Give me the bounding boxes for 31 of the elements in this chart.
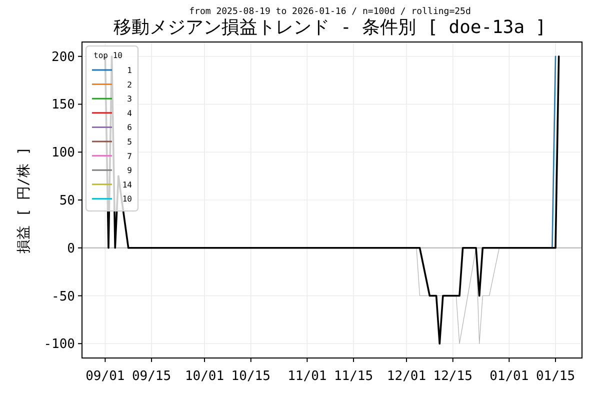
x-tick-label: 09/15 [132,369,172,384]
legend-label: 7 [127,152,132,161]
y-tick-label: -100 [44,337,75,352]
legend-label: 1 [127,66,132,75]
legend-label: 5 [127,138,132,146]
x-tick-label: 11/01 [288,369,327,384]
chart-subtitle: from 2025-08-19 to 2026-01-16 / n=100d / rolling=25d [189,7,471,17]
y-tick-label: 150 [52,98,75,113]
y-tick-label: 100 [52,146,75,161]
legend-title: top 10 [94,51,123,60]
y-tick-label: 0 [67,241,75,256]
legend-label: 9 [127,166,132,176]
legend-label: 3 [127,94,132,104]
legend-label: 6 [127,123,132,132]
x-tick-label: 01/15 [536,369,576,384]
x-tick-label: 10/15 [231,369,270,384]
legend-label: 14 [122,180,132,190]
x-tick-label: 11/15 [334,369,374,384]
legend-label: 2 [127,80,132,90]
legend-label: 10 [122,194,132,204]
x-tick-label: 09/01 [86,369,125,384]
x-tick-label: 01/01 [490,369,529,384]
x-tick-label: 12/01 [386,369,426,384]
x-tick-label: 12/15 [433,369,472,384]
y-tick-label: 200 [52,50,75,65]
y-tick-label: -50 [52,289,75,304]
y-tick-label: 50 [59,194,75,208]
legend-label: 4 [127,108,132,118]
y-axis-title: 損益 [ 円/株 ] [16,146,32,254]
x-tick-label: 10/01 [184,369,224,384]
chart-title: 移動メジアン損益トレンド - 条件別 [ doe-13a ] [114,17,546,38]
